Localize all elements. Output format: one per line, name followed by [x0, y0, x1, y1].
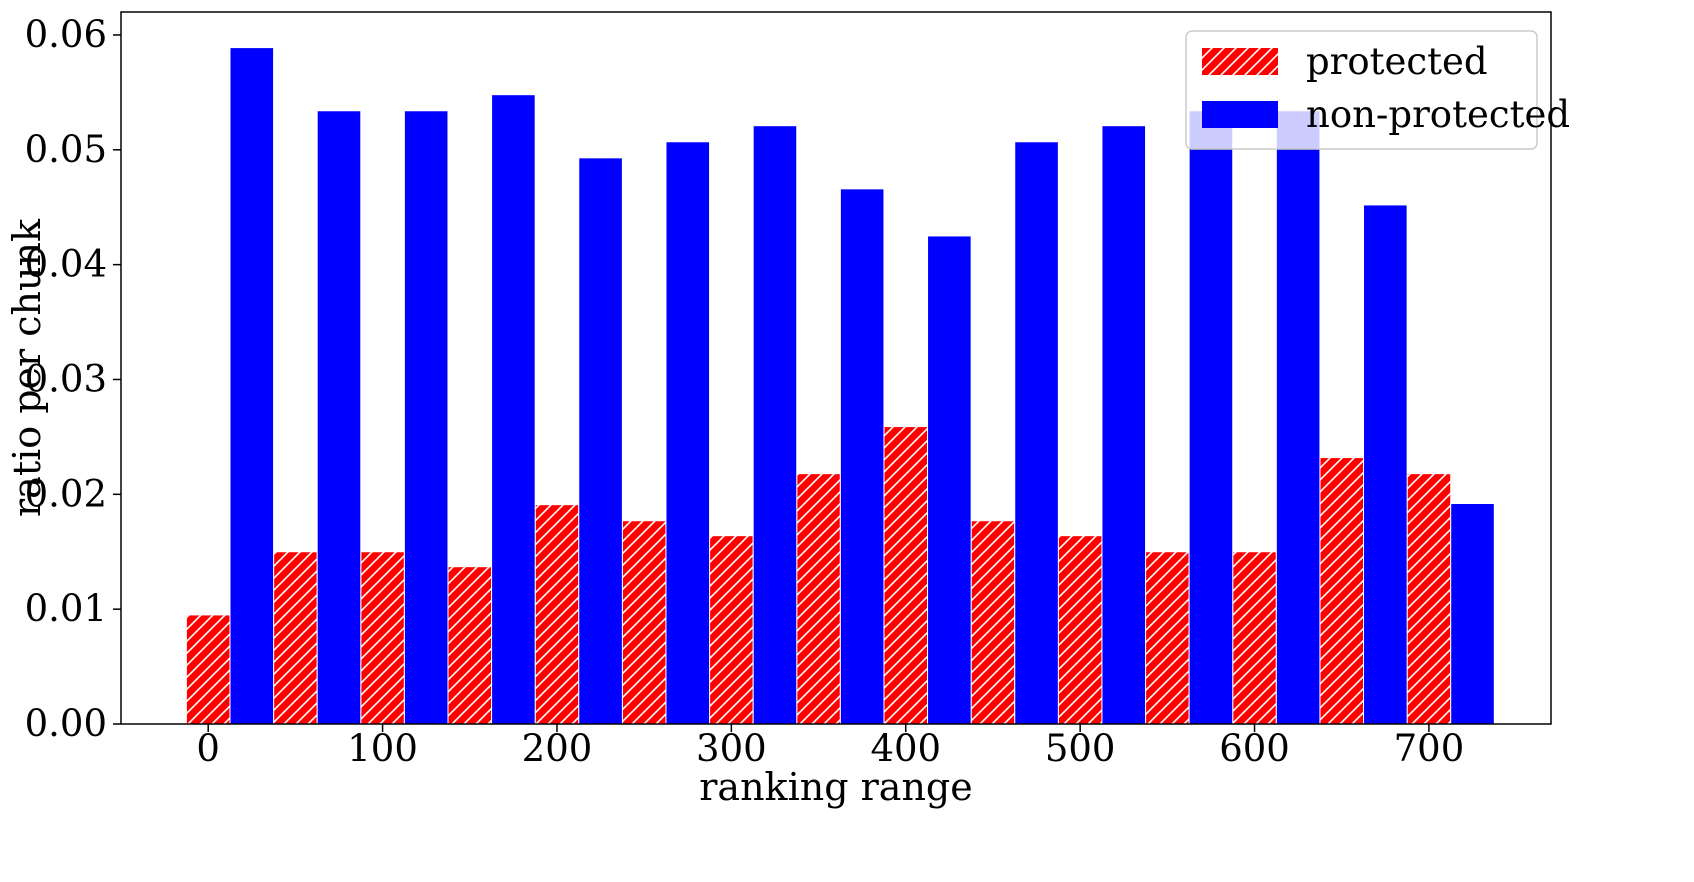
plot-frame: [120, 11, 1552, 725]
bar-non-protected-500: [1101, 125, 1147, 725]
bar-non-protected-350: [839, 188, 885, 725]
bar-non-protected-250: [665, 141, 711, 725]
y-axis-title: ratio per chunk: [5, 218, 49, 517]
bar-protected-400: [883, 426, 929, 725]
y-tick-label: 0.04: [25, 243, 107, 286]
y-tick-label: 0.05: [25, 128, 107, 171]
x-tick-label: 500: [1045, 727, 1116, 770]
x-tick-label: 100: [347, 727, 418, 770]
legend: protected non-protected: [1185, 30, 1570, 150]
bar-protected-300: [709, 535, 754, 725]
x-tick-label: 0: [196, 727, 220, 770]
x-tick-label: 700: [1394, 727, 1465, 770]
bar-protected-500: [1057, 535, 1103, 725]
bar-non-protected-450: [1014, 141, 1059, 725]
bar-protected-50: [273, 551, 318, 725]
bar-non-protected-0: [229, 47, 275, 725]
bar-protected-600: [1232, 551, 1277, 725]
y-axis-ticks: 0.00 0.01 0.02 0.03 0.04 0.05 0.06: [25, 13, 121, 745]
y-tick-label: 0.06: [25, 13, 107, 56]
y-tick-label: 0.00: [25, 702, 107, 745]
y-tick-label: 0.02: [25, 472, 107, 515]
x-axis-title: ranking range: [699, 765, 972, 809]
bar-protected-700: [1406, 473, 1452, 725]
legend-label-non-protected: non-protected: [1306, 93, 1570, 136]
bar-protected-550: [1145, 551, 1190, 725]
y-tick-label: 0.03: [25, 357, 107, 400]
legend-swatch-non-protected: [1202, 101, 1278, 128]
bar-protected-0: [185, 614, 231, 725]
x-axis-ticks: 0 100 200 300 400 500 600 700: [196, 724, 1464, 770]
bar-non-protected-650: [1363, 204, 1408, 725]
x-tick-label: 600: [1219, 727, 1290, 770]
x-tick-label: 200: [522, 727, 593, 770]
bar-non-protected-550: [1188, 110, 1234, 725]
bar-non-protected-400: [927, 235, 972, 725]
bar-non-protected-600: [1275, 110, 1321, 725]
bar-non-protected-50: [316, 110, 362, 725]
legend-swatch-protected: [1202, 48, 1278, 75]
bars-layer: [185, 47, 1495, 725]
x-tick-label: 400: [870, 727, 941, 770]
bar-protected-450: [970, 520, 1016, 725]
x-tick-label: 300: [696, 727, 767, 770]
bar-non-protected-300: [752, 125, 798, 725]
bar-non-protected-700: [1450, 503, 1495, 725]
bar-non-protected-200: [578, 157, 623, 725]
bar-non-protected-100: [403, 110, 449, 725]
bar-protected-150: [447, 566, 493, 725]
bar-protected-650: [1319, 457, 1365, 725]
bar-protected-350: [796, 473, 841, 725]
y-tick-label: 0.01: [25, 587, 107, 630]
bar-non-protected-150: [491, 94, 536, 725]
bar-protected-250: [621, 520, 667, 725]
bar-protected-100: [360, 551, 405, 725]
bar-protected-200: [534, 504, 580, 725]
legend-label-protected: protected: [1306, 40, 1488, 83]
